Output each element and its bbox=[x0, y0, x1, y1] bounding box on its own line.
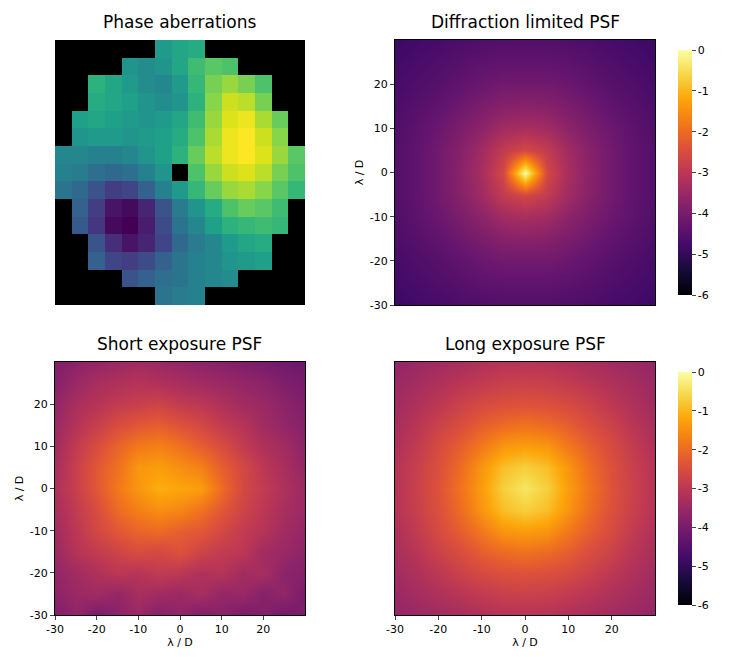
svg-text:0: 0 bbox=[698, 366, 705, 379]
svg-text:-2: -2 bbox=[698, 126, 709, 139]
svg-text:0: 0 bbox=[522, 623, 529, 636]
svg-text:-3: -3 bbox=[698, 166, 709, 179]
svg-text:20: 20 bbox=[605, 623, 619, 636]
svg-text:λ / D: λ / D bbox=[13, 476, 26, 502]
svg-text:-2: -2 bbox=[698, 444, 709, 457]
svg-text:Phase aberrations: Phase aberrations bbox=[103, 12, 256, 32]
svg-text:-30: -30 bbox=[386, 623, 404, 636]
svg-text:-10: -10 bbox=[129, 623, 147, 636]
svg-text:-5: -5 bbox=[698, 560, 709, 573]
svg-text:Long exposure PSF: Long exposure PSF bbox=[445, 334, 606, 354]
svg-text:-3: -3 bbox=[698, 482, 709, 495]
svg-text:0: 0 bbox=[381, 166, 388, 179]
svg-text:-10: -10 bbox=[473, 623, 491, 636]
svg-text:-4: -4 bbox=[698, 207, 709, 220]
svg-text:-20: -20 bbox=[370, 255, 388, 268]
svg-text:λ / D: λ / D bbox=[512, 636, 538, 649]
svg-text:-6: -6 bbox=[698, 599, 709, 612]
svg-text:20: 20 bbox=[256, 623, 270, 636]
svg-text:-4: -4 bbox=[698, 521, 709, 534]
svg-text:λ / D: λ / D bbox=[167, 636, 193, 649]
svg-text:-5: -5 bbox=[698, 248, 709, 261]
svg-text:-20: -20 bbox=[88, 623, 106, 636]
svg-text:λ / D: λ / D bbox=[353, 160, 366, 186]
svg-text:0: 0 bbox=[41, 482, 48, 495]
svg-text:10: 10 bbox=[215, 623, 229, 636]
svg-text:-10: -10 bbox=[370, 211, 388, 224]
svg-text:10: 10 bbox=[34, 440, 48, 453]
svg-text:-6: -6 bbox=[698, 289, 709, 302]
svg-text:0: 0 bbox=[698, 44, 705, 57]
svg-text:-30: -30 bbox=[370, 299, 388, 312]
svg-text:20: 20 bbox=[374, 78, 388, 91]
svg-text:-10: -10 bbox=[30, 525, 48, 538]
svg-text:Diffraction limited PSF: Diffraction limited PSF bbox=[431, 12, 620, 32]
svg-text:10: 10 bbox=[561, 623, 575, 636]
svg-text:0: 0 bbox=[177, 623, 184, 636]
svg-text:20: 20 bbox=[34, 398, 48, 411]
svg-text:-1: -1 bbox=[698, 405, 709, 418]
svg-text:-20: -20 bbox=[30, 567, 48, 580]
svg-text:-30: -30 bbox=[46, 623, 64, 636]
svg-text:-30: -30 bbox=[30, 609, 48, 622]
svg-text:-1: -1 bbox=[698, 85, 709, 98]
svg-text:Short exposure PSF: Short exposure PSF bbox=[97, 334, 262, 354]
svg-text:-20: -20 bbox=[429, 623, 447, 636]
svg-text:10: 10 bbox=[374, 122, 388, 135]
